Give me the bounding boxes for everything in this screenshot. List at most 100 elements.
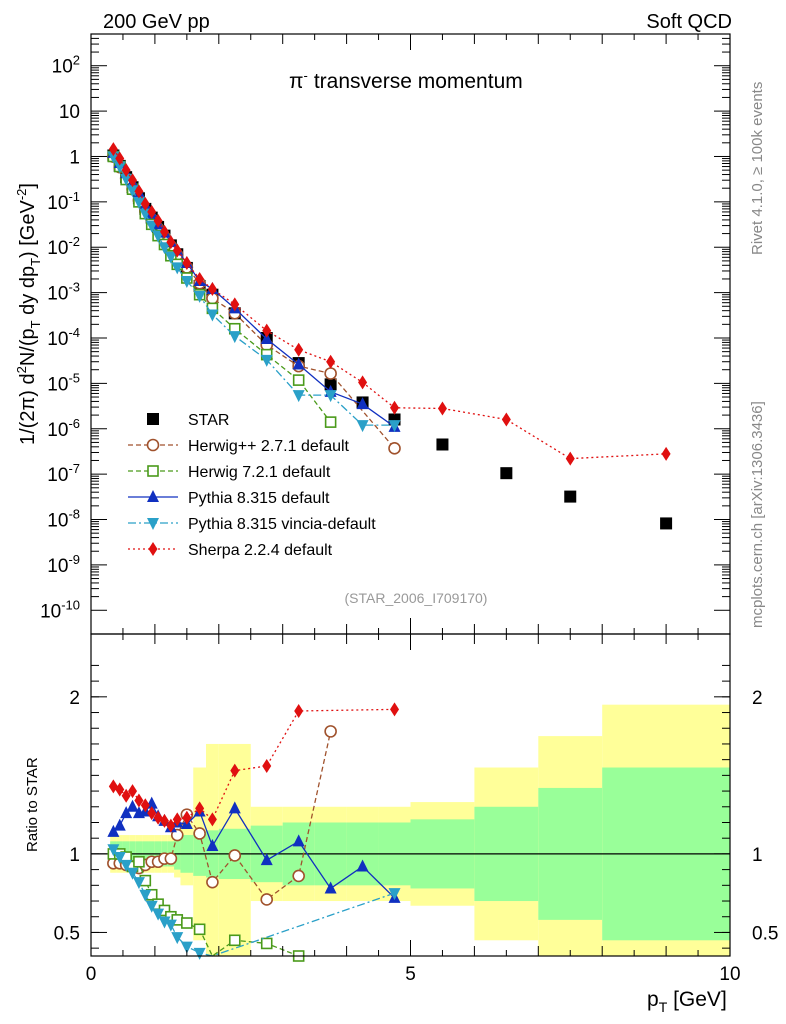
ratio-point (292, 869, 305, 883)
y-tick-label: 10-1 (47, 189, 80, 214)
ratio-point (206, 875, 219, 889)
mcplots-label: mcplots.cern.ch [arXiv:1306.3436] (749, 401, 766, 628)
ratio-tick-label-right: 0.5 (752, 923, 778, 944)
ratio-point (113, 852, 126, 865)
ratio-point (180, 941, 193, 954)
title-superscript: - (304, 68, 308, 83)
ratio-point (120, 859, 133, 872)
ratio-point (113, 818, 126, 831)
data-point (164, 251, 177, 264)
data-point (356, 420, 369, 433)
header-left: 200 GeV pp (103, 11, 210, 33)
data-point (128, 173, 138, 188)
y-tick-label: 10-9 (47, 552, 80, 577)
y-tick-label: 10-10 (40, 597, 80, 622)
legend: STAR Herwig++ 2.7.1 default Herwig 7.2.1 d… (128, 412, 376, 559)
data-point (260, 332, 273, 345)
ratio-point (292, 834, 305, 847)
legend-label: Pythia 8.315 default (188, 490, 330, 507)
series-line (112, 156, 396, 449)
axes: 10-1010-910-810-710-610-510-410-310-210-… (40, 33, 778, 985)
legend-entry: Pythia 8.315 default (128, 490, 330, 507)
ratio-point (140, 798, 150, 813)
ratio-tick-label-right: 1 (752, 845, 763, 866)
ratio-point (324, 725, 337, 738)
ratio-point (388, 888, 401, 901)
ratio-point (260, 937, 273, 950)
data-point (292, 390, 305, 403)
ratio-point (166, 818, 176, 833)
data-point (230, 297, 240, 312)
data-point (260, 354, 273, 367)
ratio-point (195, 801, 205, 816)
data-point (324, 390, 337, 403)
data-point (152, 230, 165, 243)
ratio-point (356, 859, 369, 872)
ratio-point (260, 893, 274, 906)
ratio-point (147, 806, 157, 821)
data-point (193, 290, 206, 303)
data-point (660, 517, 673, 530)
legend-marker (147, 465, 159, 477)
title-main: transverse momentum (314, 70, 523, 93)
data-point (159, 224, 169, 239)
legend-marker (147, 518, 159, 530)
main-panel-frame (90, 33, 731, 635)
ratio-point (181, 917, 193, 929)
ratio-point (121, 788, 131, 803)
data-point (324, 367, 337, 380)
data-point (126, 185, 139, 198)
x-tick-label: 10 (719, 964, 740, 985)
ratio-point (324, 881, 337, 894)
y-tick-label: 1 (69, 147, 80, 168)
data-point (501, 412, 511, 427)
ratio-point (133, 855, 145, 868)
data-point (158, 242, 171, 255)
ratio-point (230, 763, 240, 778)
header-right: Soft QCD (646, 11, 732, 33)
ratio-tick-label: 2 (69, 688, 80, 709)
y-tick-label: 102 (52, 53, 80, 78)
series-pythia-8-315-vincia-default (107, 151, 401, 433)
data-point (358, 375, 368, 390)
ratio-point (164, 852, 178, 865)
ratio-point (262, 758, 272, 773)
analysis-id: (STAR_2006_I709170) (345, 590, 488, 606)
data-point (207, 282, 217, 297)
ratio-axis-label: Ratio to STAR (24, 757, 41, 852)
ratio-point (206, 839, 219, 852)
data-point (661, 446, 671, 461)
ratio-point (145, 900, 158, 913)
legend-entry: Herwig 7.2.1 default (128, 464, 331, 481)
ratio-tick-label: 1 (69, 845, 80, 866)
data-point (195, 271, 205, 286)
legend-label: Pythia 8.315 vincia-default (188, 516, 376, 533)
series-herwig-2-7-1-default (107, 150, 401, 455)
x-axis-label: pT [GeV] (647, 988, 727, 1015)
ratio-point (126, 799, 139, 812)
ratio-point (107, 824, 120, 837)
data-point (324, 416, 337, 428)
ratio-point (134, 793, 144, 808)
data-point (294, 342, 304, 357)
plot-title: π-transverse momentum (289, 68, 523, 93)
data-point (132, 196, 145, 209)
ratio-point (170, 828, 184, 842)
legend-entry: STAR (147, 412, 229, 429)
ratio-tick-label: 0.5 (54, 923, 80, 944)
ratio-point (228, 801, 241, 814)
ratio-point (294, 703, 304, 718)
ratio-point (132, 877, 145, 890)
data-point (182, 255, 192, 270)
main-panel-series (107, 142, 673, 530)
ratio-point (193, 947, 206, 960)
ratio-point (115, 782, 125, 797)
ratio-point (182, 810, 192, 825)
legend-marker (147, 413, 159, 425)
legend-marker (147, 490, 159, 502)
ratio-point (228, 849, 242, 862)
legend-marker (146, 438, 160, 452)
ratio-point (260, 853, 273, 866)
data-point (388, 420, 401, 433)
y-tick-label: 10-5 (47, 370, 80, 395)
